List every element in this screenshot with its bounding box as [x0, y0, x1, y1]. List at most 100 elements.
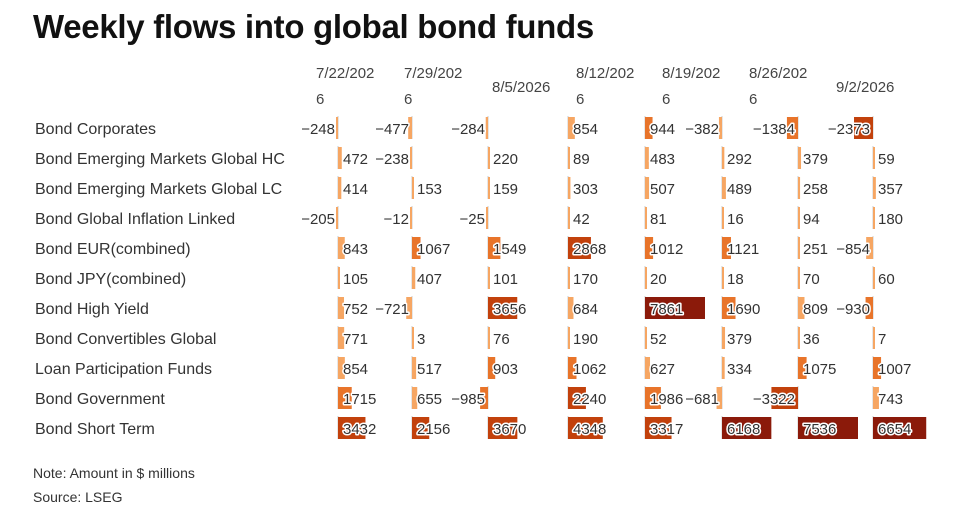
value-label: 809	[803, 301, 828, 318]
value-label: −3322	[753, 391, 795, 408]
column-header: 8/19/202	[662, 65, 720, 82]
value-label: 153	[417, 181, 442, 198]
value-bar	[716, 387, 722, 409]
value-label: 36	[803, 331, 820, 348]
value-bar	[873, 387, 879, 409]
value-bar	[645, 237, 654, 259]
value-label: 1549	[493, 241, 526, 258]
value-label: 752	[343, 301, 368, 318]
value-bar	[480, 387, 488, 409]
value-label: 180	[878, 211, 903, 228]
value-bar	[486, 207, 488, 229]
value-label: 105	[343, 271, 368, 288]
value-bar	[722, 267, 724, 289]
value-label: 18	[727, 271, 744, 288]
value-label: 854	[573, 121, 598, 138]
value-bar	[645, 117, 653, 139]
value-bar	[645, 417, 672, 439]
value-bar	[798, 417, 858, 439]
value-bar	[771, 387, 798, 409]
column-header: 7/29/202	[404, 65, 462, 82]
column-header: 6	[662, 91, 670, 108]
value-bar	[488, 267, 490, 289]
value-label: 16	[727, 211, 744, 228]
column-header: 6	[404, 91, 412, 108]
value-label: 3	[417, 331, 425, 348]
value-label: 1121	[727, 241, 759, 258]
value-bar	[722, 237, 731, 259]
value-bar	[338, 147, 342, 169]
value-label: 357	[878, 181, 903, 198]
value-bar	[338, 417, 366, 439]
value-bar	[410, 147, 412, 169]
value-label: 517	[417, 361, 442, 378]
value-label: 170	[573, 271, 598, 288]
row-label: Bond Emerging Markets Global HC	[35, 151, 285, 168]
value-bar	[412, 237, 421, 259]
value-label: 1007	[878, 361, 911, 378]
value-bar	[338, 357, 345, 379]
row-label: Loan Participation Funds	[35, 361, 212, 378]
value-label: 7536	[803, 421, 836, 438]
value-label: 507	[650, 181, 675, 198]
value-label: −2373	[828, 121, 870, 138]
column-header: 6	[576, 91, 584, 108]
value-bar	[568, 177, 571, 199]
value-bar	[798, 267, 800, 289]
value-bar	[568, 357, 577, 379]
value-bar	[645, 327, 647, 349]
value-label: 489	[727, 181, 752, 198]
value-label: −854	[836, 241, 870, 258]
column-header: 8/5/2026	[492, 79, 550, 96]
value-label: 684	[573, 301, 598, 318]
value-label: 251	[803, 241, 828, 258]
value-label: 379	[803, 151, 828, 168]
value-label: 3656	[493, 301, 526, 318]
value-label: 42	[573, 211, 590, 228]
value-label: 3432	[343, 421, 376, 438]
value-bar	[873, 357, 882, 379]
value-bar	[568, 387, 586, 409]
value-bar	[488, 237, 501, 259]
value-label: 81	[650, 211, 667, 228]
value-label: 1067	[417, 241, 450, 258]
value-label: −930	[836, 301, 870, 318]
value-bar	[488, 327, 490, 349]
row-label: Bond EUR(combined)	[35, 241, 191, 258]
value-label: 379	[727, 331, 752, 348]
value-bar	[412, 357, 417, 379]
column-header: 6	[316, 91, 324, 108]
value-label: 70	[803, 271, 820, 288]
value-bar	[338, 267, 340, 289]
value-label: 7861	[650, 301, 683, 318]
value-label: 3670	[493, 421, 526, 438]
value-label: 334	[727, 361, 752, 378]
value-bar	[645, 357, 651, 379]
value-bar	[645, 177, 650, 199]
value-label: −284	[451, 121, 485, 138]
value-bar	[798, 147, 802, 169]
value-label: 1012	[650, 241, 683, 258]
value-bar	[488, 297, 518, 319]
value-bar	[568, 207, 570, 229]
row-label: Bond Emerging Markets Global LC	[35, 181, 282, 198]
chart-note: Note: Amount in $ millions	[33, 465, 195, 481]
value-label: 2868	[573, 241, 606, 258]
value-bar	[645, 387, 661, 409]
column-header: 8/26/202	[749, 65, 807, 82]
value-bar	[338, 177, 342, 199]
row-label: Bond Short Term	[35, 421, 155, 438]
value-label: 414	[343, 181, 368, 198]
value-bar	[488, 417, 518, 439]
value-label: 407	[417, 271, 442, 288]
value-bar	[645, 207, 647, 229]
value-bar	[866, 237, 873, 259]
value-bar	[408, 117, 412, 139]
value-label: 854	[343, 361, 368, 378]
value-label: 101	[493, 271, 518, 288]
value-bar	[488, 177, 490, 199]
value-label: 60	[878, 271, 895, 288]
value-label: −238	[375, 151, 409, 168]
value-bar	[488, 357, 496, 379]
value-bar	[873, 327, 875, 349]
